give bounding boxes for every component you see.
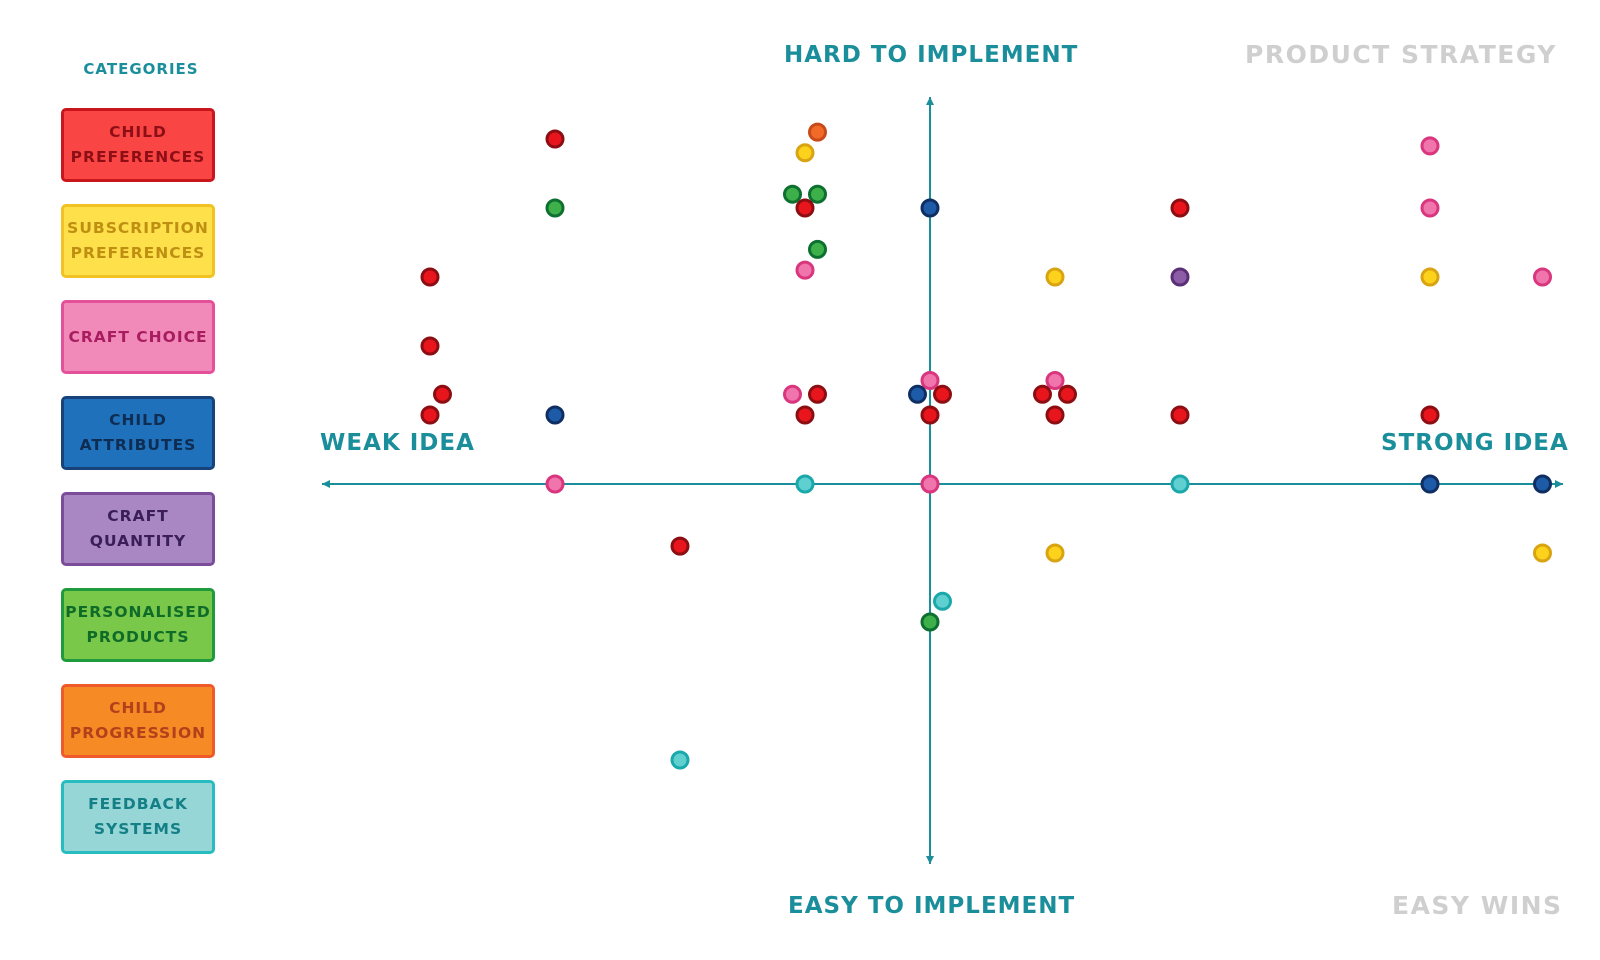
data-point-craft-choice <box>920 371 940 390</box>
legend-item-child-preferences: CHILD PREFERENCES <box>61 108 215 182</box>
axis-label-left: WEAK IDEA <box>320 430 475 456</box>
data-point-craft-choice <box>783 384 802 404</box>
legend-heading: CATEGORIES <box>83 60 199 78</box>
data-point-feedback-systems <box>933 591 952 611</box>
data-point-child-preferences <box>1033 384 1052 404</box>
data-point-child-preferences <box>1058 384 1077 404</box>
y-axis-bottom-arrow <box>926 856 934 864</box>
data-point-child-attributes <box>545 405 565 425</box>
legend-item-feedback-systems: FEEDBACK SYSTEMS <box>61 780 215 854</box>
data-point-feedback-systems <box>670 750 690 770</box>
axis-label-bottom: EASY TO IMPLEMENT <box>788 893 1076 919</box>
data-point-child-preferences <box>545 129 565 149</box>
data-point-child-attributes <box>1420 474 1440 494</box>
data-point-child-preferences <box>933 384 952 404</box>
data-point-child-attributes <box>1533 474 1552 494</box>
quadrant-label-easy-wins: EASY WINS <box>1392 891 1563 920</box>
data-point-child-preferences <box>920 405 940 425</box>
data-point-child-preferences <box>1420 405 1440 425</box>
data-point-personalised-products <box>920 612 940 632</box>
data-point-subscription-preferences <box>1045 543 1065 563</box>
legend-item-child-progression: CHILD PROGRESSION <box>61 684 215 758</box>
data-point-craft-choice <box>920 474 940 494</box>
data-point-personalised-products <box>808 239 827 259</box>
data-point-subscription-preferences <box>1533 543 1552 563</box>
data-point-craft-choice <box>1045 371 1065 390</box>
data-point-personalised-products <box>545 198 565 218</box>
data-point-feedback-systems <box>795 474 815 494</box>
data-point-child-preferences <box>420 336 440 356</box>
data-point-child-preferences <box>795 405 815 425</box>
x-axis-left-arrow <box>322 480 330 488</box>
axis-label-right: STRONG IDEA <box>1381 430 1569 456</box>
quadrant-label-product-strategy: PRODUCT STRATEGY <box>1245 40 1557 69</box>
data-point-child-preferences <box>795 198 815 218</box>
data-point-craft-quantity <box>1170 267 1190 287</box>
data-point-craft-choice <box>1420 198 1440 218</box>
data-point-child-preferences <box>1045 405 1065 425</box>
data-point-subscription-preferences <box>1045 267 1065 287</box>
legend-item-personalised-products: PERSONALISED PRODUCTS <box>61 588 215 662</box>
data-point-child-preferences <box>433 384 452 404</box>
legend-item-craft-choice: CRAFT CHOICE <box>61 300 215 374</box>
legend-item-child-attributes: CHILD ATTRIBUTES <box>61 396 215 470</box>
x-axis-right-arrow <box>1555 480 1563 488</box>
data-point-craft-choice <box>545 474 565 494</box>
data-point-child-preferences <box>420 405 440 425</box>
data-point-child-preferences <box>1170 198 1190 218</box>
data-point-child-progression <box>808 122 827 142</box>
data-point-child-preferences <box>1170 405 1190 425</box>
data-point-child-preferences <box>670 536 690 556</box>
data-point-personalised-products <box>783 184 802 204</box>
data-point-child-preferences <box>420 267 440 287</box>
data-point-subscription-preferences <box>1420 267 1440 287</box>
data-point-feedback-systems <box>1170 474 1190 494</box>
data-point-child-attributes <box>920 198 940 218</box>
data-point-child-attributes <box>908 384 927 404</box>
y-axis-top-arrow <box>926 97 934 105</box>
data-point-personalised-products <box>808 184 827 204</box>
axis-label-top: HARD TO IMPLEMENT <box>784 42 1079 68</box>
legend-item-subscription-preferences: SUBSCRIPTION PREFERENCES <box>61 204 215 278</box>
data-point-craft-choice <box>1533 267 1552 287</box>
data-point-craft-choice <box>795 260 815 280</box>
data-point-child-preferences <box>808 384 827 404</box>
legend-item-craft-quantity: CRAFT QUANTITY <box>61 492 215 566</box>
data-point-craft-choice <box>1420 136 1440 156</box>
data-point-subscription-preferences <box>795 143 815 163</box>
